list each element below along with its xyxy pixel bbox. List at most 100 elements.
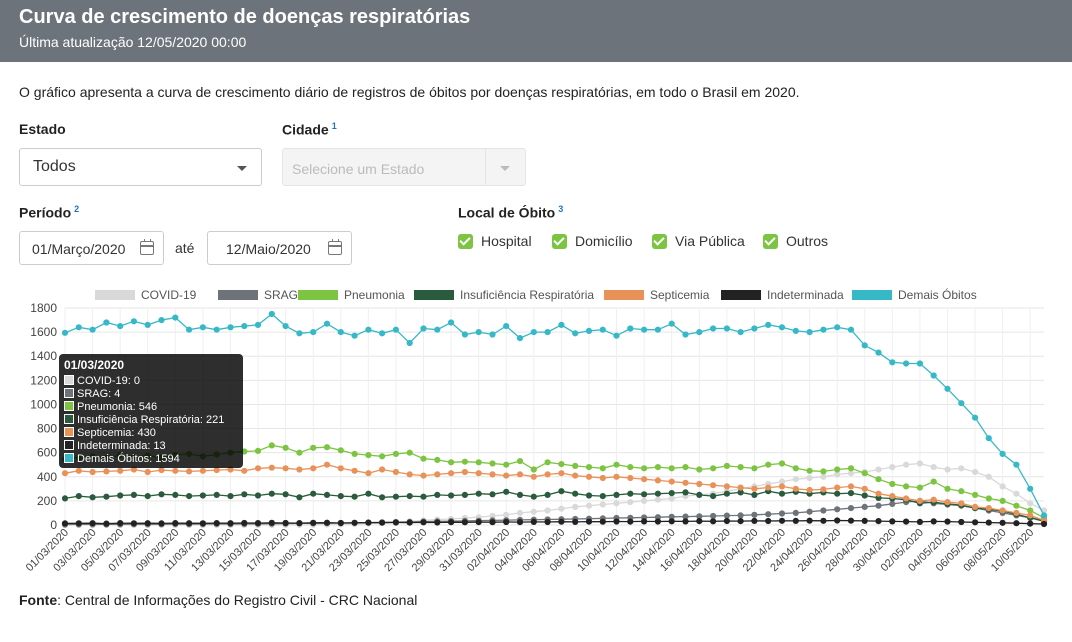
data-point[interactable] [792, 485, 799, 492]
data-point[interactable] [199, 520, 206, 527]
data-point[interactable] [61, 329, 69, 336]
data-point[interactable] [861, 503, 868, 510]
data-point[interactable] [613, 473, 620, 480]
data-point[interactable] [861, 470, 868, 477]
data-point[interactable] [213, 491, 220, 498]
data-point[interactable] [530, 518, 537, 525]
data-point[interactable] [103, 520, 110, 527]
data-point[interactable] [889, 359, 896, 366]
data-point[interactable] [641, 465, 648, 472]
data-point[interactable] [461, 458, 468, 465]
data-point[interactable] [903, 483, 910, 490]
data-point[interactable] [558, 488, 565, 495]
data-point[interactable] [930, 372, 937, 379]
legend-label[interactable]: Insuficiência Respiratória [460, 288, 594, 302]
data-point[interactable] [448, 492, 455, 499]
data-point[interactable] [254, 492, 262, 499]
data-point[interactable] [972, 468, 979, 476]
data-point[interactable] [61, 495, 69, 502]
data-point[interactable] [682, 513, 689, 520]
data-point[interactable] [668, 495, 675, 502]
data-point[interactable] [530, 493, 537, 500]
data-point[interactable] [613, 500, 620, 507]
data-point[interactable] [323, 461, 331, 468]
data-point[interactable] [296, 520, 303, 527]
data-point[interactable] [434, 326, 441, 333]
data-point[interactable] [337, 493, 344, 500]
data-point[interactable] [296, 494, 303, 501]
data-point[interactable] [654, 464, 662, 471]
data-point[interactable] [365, 519, 372, 526]
data-point[interactable] [627, 499, 634, 506]
data-point[interactable] [448, 519, 455, 526]
line-chart[interactable]: 0 200 400 600 800 1000 1200 1400 1600 1800 01/03/2… [0, 282, 1072, 587]
data-point[interactable] [958, 518, 965, 526]
data-point[interactable] [282, 444, 289, 451]
data-point[interactable] [186, 493, 193, 500]
data-point[interactable] [117, 467, 124, 474]
data-point[interactable] [351, 493, 358, 500]
data-point[interactable] [999, 450, 1006, 457]
data-point[interactable] [254, 465, 262, 472]
data-point[interactable] [654, 477, 662, 484]
data-point[interactable] [972, 519, 979, 526]
data-point[interactable] [613, 491, 620, 498]
data-point[interactable] [323, 519, 331, 526]
data-point[interactable] [392, 493, 399, 500]
data-point[interactable] [530, 473, 537, 480]
legend-label[interactable]: COVID-19 [141, 288, 197, 302]
data-point[interactable] [599, 326, 606, 333]
data-point[interactable] [379, 466, 386, 473]
data-point[interactable] [130, 318, 137, 325]
data-point[interactable] [778, 483, 786, 490]
data-point[interactable] [916, 484, 924, 491]
data-point[interactable] [1013, 502, 1020, 509]
data-point[interactable] [696, 466, 703, 473]
data-point[interactable] [627, 518, 634, 525]
data-point[interactable] [351, 450, 358, 457]
estado-select[interactable]: Todos [19, 148, 262, 186]
data-point[interactable] [351, 519, 358, 526]
data-point[interactable] [544, 459, 551, 466]
data-point[interactable] [999, 519, 1006, 526]
data-point[interactable] [103, 493, 110, 500]
legend-label[interactable]: SRAG [264, 288, 298, 302]
data-point[interactable] [89, 520, 96, 527]
data-point[interactable] [861, 485, 868, 492]
data-point[interactable] [448, 470, 455, 477]
data-point[interactable] [1013, 490, 1020, 497]
data-point[interactable] [365, 470, 372, 477]
data-point[interactable] [710, 512, 717, 520]
data-point[interactable] [751, 517, 758, 524]
data-point[interactable] [668, 320, 675, 327]
data-point[interactable] [792, 465, 799, 472]
data-point[interactable] [572, 462, 579, 469]
data-point[interactable] [834, 466, 841, 473]
data-point[interactable] [641, 476, 648, 483]
data-point[interactable] [572, 490, 579, 497]
data-point[interactable] [434, 491, 441, 498]
data-point[interactable] [737, 329, 744, 336]
data-point[interactable] [172, 491, 179, 498]
data-point[interactable] [585, 473, 593, 480]
data-point[interactable] [117, 520, 124, 527]
data-point[interactable] [903, 518, 910, 525]
data-point[interactable] [751, 325, 758, 332]
data-point[interactable] [158, 520, 165, 527]
data-point[interactable] [282, 519, 289, 527]
data-point[interactable] [144, 520, 151, 527]
data-point[interactable] [117, 492, 124, 499]
data-point[interactable] [144, 493, 151, 500]
data-point[interactable] [406, 339, 413, 347]
data-point[interactable] [516, 491, 524, 498]
data-point[interactable] [516, 458, 524, 465]
calendar-icon[interactable] [140, 239, 154, 255]
data-point[interactable] [710, 482, 717, 489]
data-point[interactable] [420, 325, 427, 332]
data-point[interactable] [516, 519, 524, 526]
data-point[interactable] [585, 327, 593, 334]
data-point[interactable] [710, 518, 717, 525]
data-point[interactable] [985, 473, 992, 480]
data-point[interactable] [117, 323, 124, 330]
data-point[interactable] [213, 520, 220, 527]
